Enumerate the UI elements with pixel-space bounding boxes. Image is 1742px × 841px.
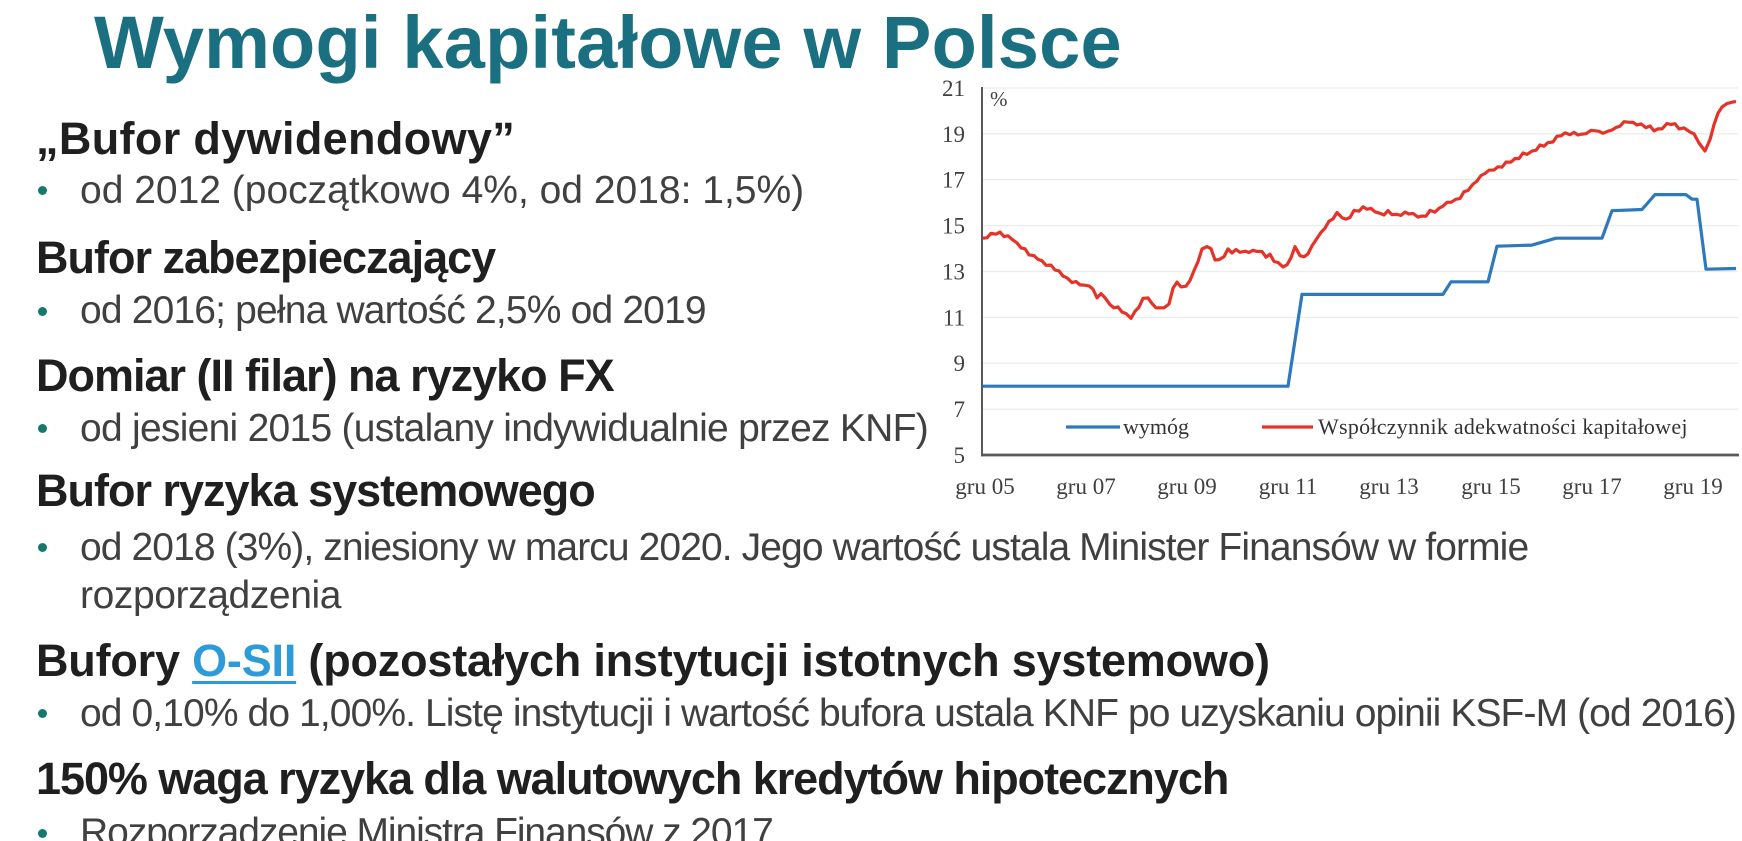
svg-text:7: 7	[954, 397, 966, 422]
svg-text:gru 19: gru 19	[1663, 474, 1722, 499]
svg-text:11: 11	[943, 305, 965, 330]
svg-text:gru 09: gru 09	[1157, 474, 1216, 499]
svg-text:wymóg: wymóg	[1123, 414, 1189, 439]
svg-text:17: 17	[942, 168, 965, 193]
svg-text:13: 13	[942, 259, 965, 284]
svg-text:%: %	[990, 87, 1008, 111]
svg-text:5: 5	[954, 443, 966, 468]
svg-text:gru 11: gru 11	[1259, 474, 1318, 499]
svg-text:21: 21	[942, 76, 965, 101]
svg-text:gru 07: gru 07	[1056, 474, 1115, 499]
svg-text:gru 13: gru 13	[1359, 474, 1418, 499]
svg-text:gru 05: gru 05	[955, 474, 1014, 499]
svg-text:15: 15	[942, 214, 965, 239]
svg-text:gru 15: gru 15	[1461, 474, 1520, 499]
svg-text:Współczynnik adekwatności kapi: Współczynnik adekwatności kapitałowej	[1318, 414, 1688, 439]
svg-text:9: 9	[954, 351, 966, 376]
svg-text:gru 17: gru 17	[1562, 474, 1621, 499]
svg-text:19: 19	[942, 122, 965, 147]
